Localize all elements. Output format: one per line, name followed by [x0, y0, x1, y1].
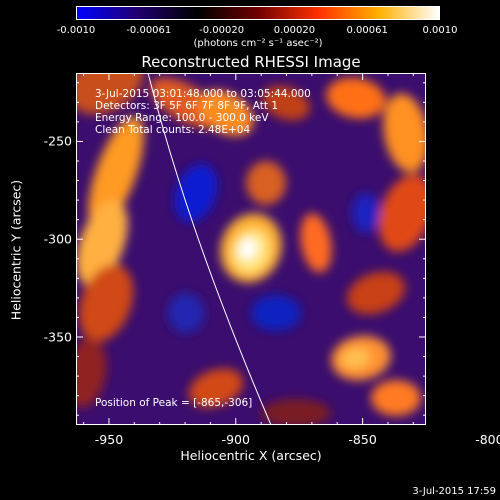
- heatmap-blob: [378, 174, 426, 252]
- chart-title: Reconstructed RHESSI Image: [141, 53, 361, 71]
- y-tick-label: -350: [43, 329, 72, 345]
- info-time-range: 3-Jul-2015 03:01:48.000 to 03:05:44.000: [95, 88, 311, 100]
- heatmap-blob: [346, 271, 406, 315]
- heatmap-blob: [261, 399, 331, 425]
- peak-position-label: Position of Peak = [-865,-306]: [95, 397, 253, 409]
- x-axis-label: Heliocentric X (arcsec): [180, 448, 322, 463]
- y-tick-label: -300: [43, 231, 72, 247]
- timestamp: 3-Jul-2015 17:59: [412, 486, 496, 497]
- heatmap-blob: [88, 116, 144, 230]
- x-tick-label: -950: [94, 432, 124, 447]
- heatmap-blob: [341, 347, 371, 369]
- y-tick-label: -250: [43, 133, 72, 149]
- heatmap-blob: [76, 73, 144, 115]
- plot-frame: [76, 73, 426, 425]
- heatmap-blob: [300, 213, 332, 273]
- colorbar-tick-label: -0.00061: [126, 25, 172, 36]
- solar-limb-line: [147, 73, 272, 425]
- heatmap-blob: [78, 264, 134, 342]
- info-detectors: Detectors: 3F 5F 6F 7F 8F 9F, Att 1: [95, 100, 279, 112]
- colorbar-ticks: -0.0010 -0.00061 -0.00020 0.00020 0.00061 0.0…: [57, 21, 458, 51]
- colorbar-tick-label: -0.0010: [56, 25, 96, 36]
- heatmap-blob: [371, 380, 421, 416]
- colorbar-tick-label: 0.00020: [273, 25, 316, 36]
- colorbar-unit: (photons cm⁻² s⁻¹ asec⁻²): [193, 38, 323, 49]
- heatmap-blob: [261, 85, 311, 121]
- colorbar-tick-label: 0.00061: [346, 25, 388, 36]
- x-tick-label: -850: [348, 432, 377, 447]
- heatmap-blob: [246, 161, 286, 205]
- colorbar: [76, 6, 440, 20]
- heatmap-blob: [174, 163, 218, 223]
- heatmap-blob: [238, 238, 258, 260]
- colorbar-tick-label: -0.00020: [199, 25, 245, 36]
- heatmap-blob: [76, 338, 107, 408]
- info-total-counts: Clean Total counts: 2.48E+04: [95, 124, 251, 136]
- heatmap-plot: [76, 73, 426, 425]
- y-axis-label: Heliocentric Y (arcsec): [8, 179, 24, 321]
- heatmap-blob: [251, 295, 301, 331]
- info-energy-range: Energy Range: 100.0 - 300.0 keV: [95, 112, 269, 124]
- heatmap-blob: [326, 77, 386, 119]
- colorbar-tick-label: 0.0010: [422, 25, 458, 36]
- x-tick-label: -900: [221, 432, 250, 447]
- heatmap-blob: [188, 368, 244, 408]
- heatmap-blob: [168, 293, 204, 333]
- heatmap-blob: [383, 93, 426, 173]
- heatmap-blob: [352, 193, 380, 233]
- heatmap-blob: [198, 90, 254, 136]
- x-tick-label: -800: [475, 432, 500, 447]
